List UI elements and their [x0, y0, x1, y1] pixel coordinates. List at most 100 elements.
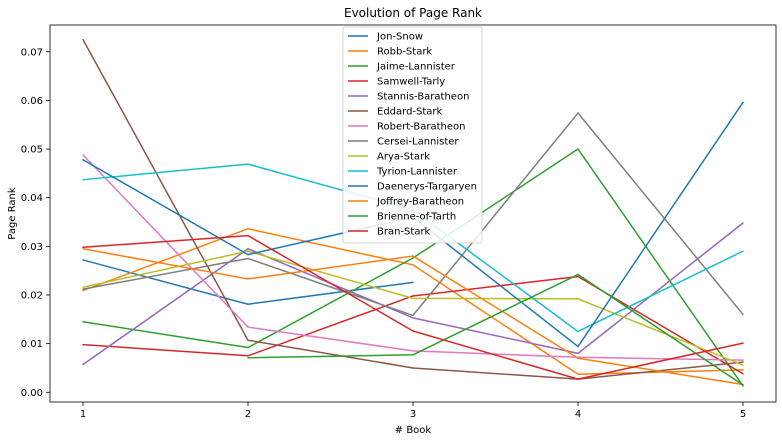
legend-label: Jon-Snow	[376, 32, 423, 43]
y-tick-label: 0.05	[21, 145, 43, 156]
legend-label: Arya-Stark	[377, 152, 430, 163]
series-samwell-tarly	[82, 275, 744, 375]
data-point	[247, 355, 249, 357]
data-point	[82, 259, 84, 261]
data-point	[577, 352, 579, 355]
series-stannis-baratheon	[82, 222, 744, 366]
x-axis: 1 2 3 4 5	[80, 402, 746, 420]
data-point	[82, 158, 84, 161]
data-point	[247, 250, 249, 252]
y-axis: 0.00 0.01 0.02 0.03 0.04 0.05 0.06 0.07	[21, 47, 50, 399]
data-point	[742, 364, 744, 366]
data-point	[742, 313, 744, 316]
data-point	[577, 275, 579, 278]
data-point	[412, 314, 414, 317]
legend: Jon-Snow Robb-Stark Jaime-Lannister Samwell…	[342, 26, 483, 244]
data-point	[742, 373, 744, 375]
data-point	[247, 346, 249, 349]
x-tick-label: 1	[80, 409, 86, 420]
data-point	[412, 330, 414, 332]
y-tick-label: 0.07	[21, 47, 43, 58]
legend-label: Eddard-Stark	[377, 107, 443, 118]
data-point	[412, 255, 414, 257]
data-point	[412, 367, 414, 369]
data-point	[82, 289, 84, 292]
x-axis-label: # Book	[395, 425, 432, 436]
legend-label: Jaime-Lannister	[376, 62, 456, 73]
data-point	[412, 295, 414, 297]
data-point	[82, 363, 84, 366]
data-point	[577, 148, 579, 150]
y-tick-label: 0.01	[21, 339, 43, 350]
y-tick-label: 0.04	[21, 193, 43, 204]
legend-label: Joffrey-Baratheon	[376, 197, 464, 208]
data-point	[247, 326, 249, 328]
data-point	[247, 234, 249, 237]
data-point	[82, 248, 84, 250]
legend-label: Daenerys-Targaryen	[377, 182, 477, 193]
data-point	[412, 317, 414, 319]
series-line	[247, 273, 744, 386]
series-jaime-lannister	[82, 148, 744, 387]
data-point	[247, 278, 249, 280]
data-point	[742, 222, 744, 224]
data-point	[82, 288, 84, 290]
y-axis-label: Page Rank	[7, 187, 18, 240]
chart-title: Evolution of Page Rank	[344, 6, 482, 20]
data-point	[412, 257, 414, 259]
data-point	[247, 303, 249, 305]
data-point	[247, 257, 249, 260]
legend-label: Samwell-Tarly	[377, 77, 445, 88]
y-tick-label: 0.06	[21, 96, 43, 107]
data-point	[742, 369, 744, 371]
data-point	[577, 378, 579, 380]
x-tick-label: 4	[575, 409, 581, 420]
legend-label: Robb-Stark	[377, 47, 432, 58]
data-point	[82, 38, 84, 41]
series-brienne-of-tarth	[247, 273, 744, 386]
data-point	[742, 250, 744, 252]
data-point	[82, 320, 84, 323]
legend-label: Bran-Stark	[377, 227, 431, 238]
data-point	[742, 384, 744, 386]
data-point	[247, 356, 249, 359]
x-tick-label: 5	[740, 409, 746, 420]
legend-label: Brienne-of-Tarth	[377, 212, 456, 223]
data-point	[742, 359, 744, 361]
data-point	[412, 297, 414, 300]
x-tick-label: 2	[245, 409, 251, 420]
legend-box	[342, 26, 483, 244]
series-arya-stark	[82, 250, 744, 366]
data-point	[577, 345, 579, 348]
data-point	[82, 178, 84, 181]
x-tick-label: 3	[410, 409, 416, 420]
data-point	[412, 350, 414, 352]
data-point	[577, 330, 579, 333]
data-point	[247, 248, 249, 250]
data-point	[412, 264, 414, 266]
data-point	[577, 112, 579, 114]
legend-label: Stannis-Baratheon	[377, 92, 469, 103]
legend-label: Tyrion-Lannister	[376, 167, 458, 178]
legend-label: Cersei-Lannister	[377, 137, 459, 148]
y-tick-label: 0.00	[21, 388, 43, 399]
data-point	[412, 281, 414, 284]
y-tick-label: 0.03	[21, 242, 43, 253]
data-point	[82, 343, 84, 346]
series-robert-baratheon	[82, 154, 744, 361]
data-point	[247, 228, 249, 230]
data-point	[577, 273, 579, 276]
data-point	[82, 246, 84, 249]
data-point	[82, 286, 84, 288]
data-point	[742, 342, 744, 344]
data-point	[412, 354, 414, 356]
data-point	[742, 101, 744, 104]
legend-label: Robert-Baratheon	[377, 122, 466, 133]
data-point	[247, 163, 249, 165]
data-point	[247, 253, 249, 256]
data-point	[577, 298, 579, 300]
data-point	[742, 361, 744, 363]
data-point	[82, 154, 84, 156]
y-tick-label: 0.02	[21, 290, 43, 301]
